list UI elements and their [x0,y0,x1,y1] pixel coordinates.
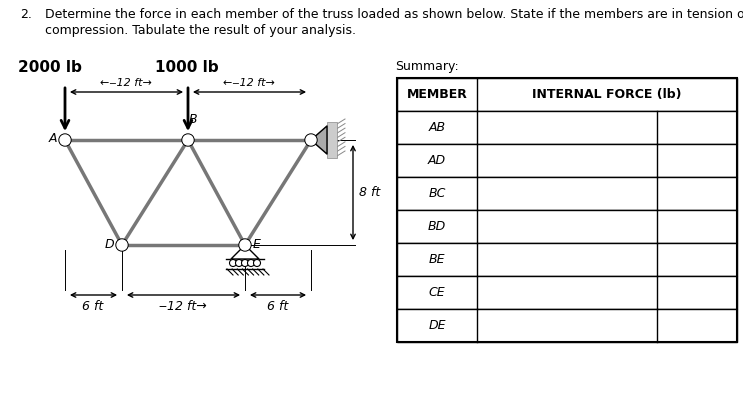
Text: CE: CE [429,286,445,299]
Text: 6 ft: 6 ft [82,300,103,313]
Text: AB: AB [429,121,446,134]
Text: E: E [253,239,261,251]
Text: D: D [104,239,114,251]
Text: INTERNAL FORCE (lb): INTERNAL FORCE (lb) [532,88,682,101]
Text: AD: AD [428,154,446,167]
Circle shape [241,259,248,266]
Bar [327,122,337,158]
Text: ←‒12 ft→: ←‒12 ft→ [100,78,152,88]
Circle shape [305,134,317,146]
Text: BC: BC [428,187,446,200]
Text: C: C [315,136,324,149]
Circle shape [236,259,242,266]
Bar [397,177,737,210]
Bar [397,111,737,144]
Bar [397,210,737,243]
Text: 2000 lb: 2000 lb [18,60,82,75]
Text: ‒12 ft→: ‒12 ft→ [159,300,207,313]
Circle shape [117,240,127,250]
Bar [397,276,737,309]
Bar [397,78,737,111]
Bar [397,243,737,276]
Text: ←‒12 ft→: ←‒12 ft→ [223,78,275,88]
Text: DE: DE [428,319,446,332]
Circle shape [182,134,194,146]
Text: 1000 lb: 1000 lb [155,60,218,75]
Circle shape [247,259,255,266]
Text: Summary:: Summary: [395,60,458,73]
Circle shape [306,135,316,145]
Polygon shape [311,126,327,154]
Polygon shape [231,245,259,259]
Text: 6 ft: 6 ft [267,300,288,313]
Bar [397,78,737,342]
Text: 2.: 2. [20,8,32,21]
Circle shape [60,135,70,145]
Text: compression. Tabulate the result of your analysis.: compression. Tabulate the result of your… [45,24,356,37]
Text: Determine the force in each member of the truss loaded as shown below. State if : Determine the force in each member of th… [45,8,743,21]
Text: B: B [189,113,198,126]
Text: MEMBER: MEMBER [406,88,467,101]
Circle shape [116,239,128,251]
Text: BE: BE [429,253,445,266]
Text: A: A [48,131,57,144]
Circle shape [239,239,251,251]
Text: 8 ft: 8 ft [359,186,380,200]
Circle shape [240,240,250,250]
Circle shape [183,135,193,145]
Bar [397,144,737,177]
Circle shape [230,259,236,266]
Circle shape [59,134,71,146]
Circle shape [253,259,261,266]
Text: BD: BD [428,220,446,233]
Bar [397,309,737,342]
